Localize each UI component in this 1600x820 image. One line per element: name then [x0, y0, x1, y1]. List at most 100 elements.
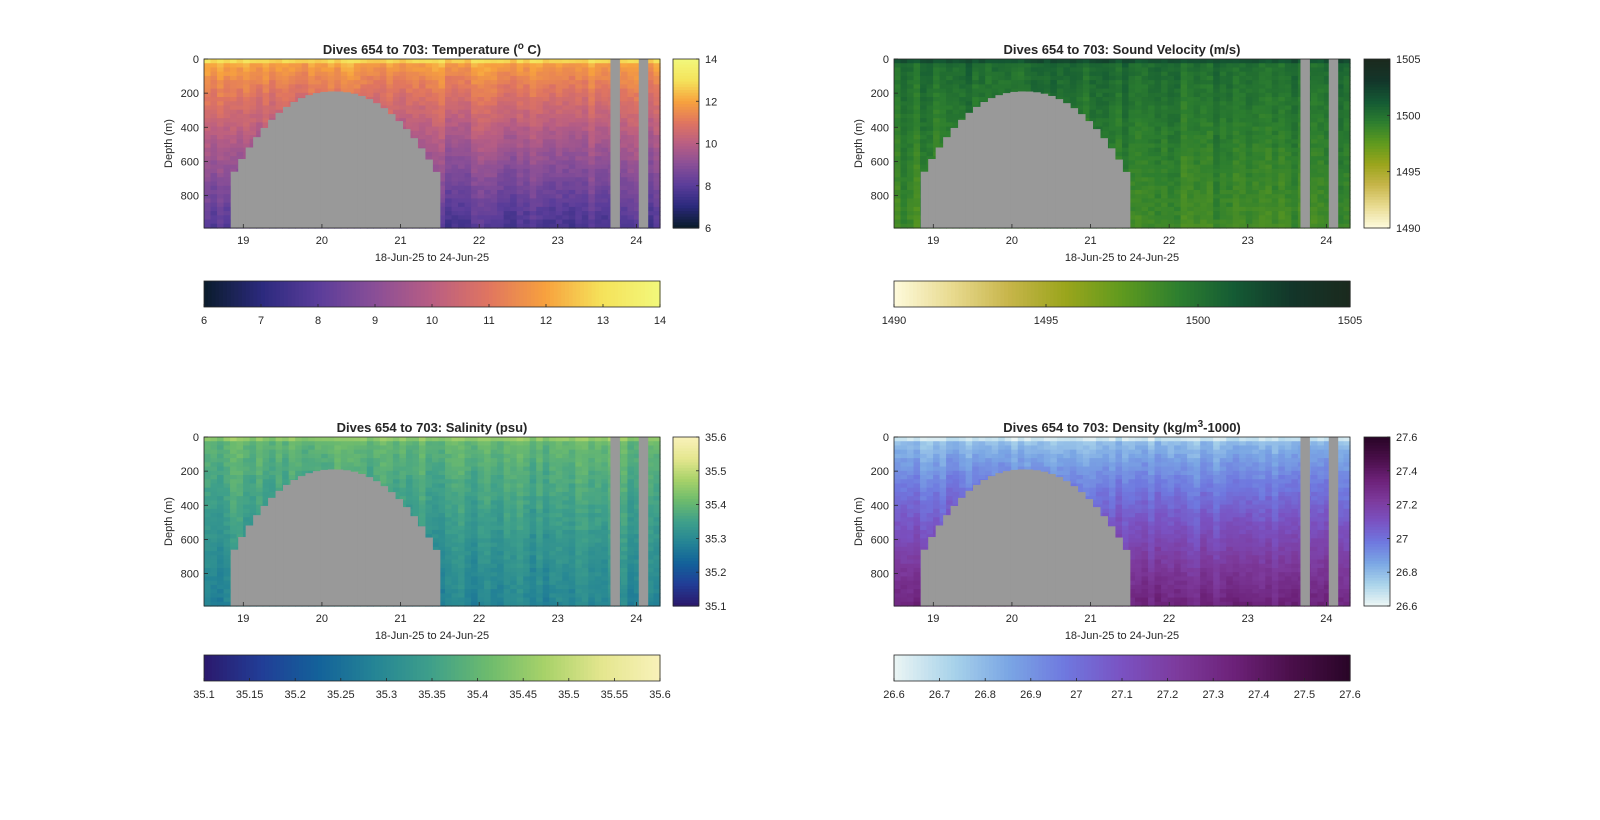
heatmap-cell [517, 89, 524, 94]
heatmap-cell [1076, 59, 1083, 64]
heatmap-cell [1161, 97, 1168, 102]
heatmap-cell [1174, 220, 1181, 225]
heatmap-cell [1200, 59, 1207, 64]
heatmap-cell [1024, 63, 1031, 68]
heatmap-cell [1044, 67, 1051, 72]
heatmap-cell [269, 93, 276, 98]
heatmap-cell [419, 97, 426, 102]
heatmap-cell [347, 67, 354, 72]
heatmap-cell [1181, 186, 1188, 191]
heatmap-cell [1076, 63, 1083, 68]
heatmap-cell [588, 198, 595, 203]
heatmap-cell [224, 165, 231, 170]
heatmap-cell [484, 203, 491, 208]
heatmap-cell [230, 152, 237, 157]
heatmap-cell [289, 63, 296, 68]
heatmap-cell [517, 220, 524, 225]
heatmap-cell [269, 97, 276, 102]
heatmap-cell [445, 122, 452, 127]
heatmap-cell [445, 177, 452, 182]
heatmap-cell [1200, 105, 1207, 110]
heatmap-cell [894, 114, 901, 119]
heatmap-cell [497, 118, 504, 123]
heatmap-cell [627, 105, 634, 110]
heatmap-cell [217, 211, 224, 216]
heatmap-cell [901, 139, 908, 144]
heatmap-cell [946, 80, 953, 85]
heatmap-cell [1200, 165, 1207, 170]
heatmap-cell [575, 63, 582, 68]
heatmap-cell [556, 131, 563, 136]
heatmap-cell [1161, 118, 1168, 123]
heatmap-cell [536, 182, 543, 187]
heatmap-cell [211, 182, 218, 187]
heatmap-cell [1148, 122, 1155, 127]
heatmap-cell [224, 63, 231, 68]
heatmap-cell [556, 72, 563, 77]
heatmap-cell [920, 89, 927, 94]
heatmap-cell [1070, 63, 1077, 68]
heatmap-cell [972, 101, 979, 106]
heatmap-cell [1115, 72, 1122, 77]
heatmap-cell [933, 80, 940, 85]
heatmap-cell [992, 76, 999, 81]
heatmap-cell [1200, 207, 1207, 212]
heatmap-cell [907, 110, 914, 115]
heatmap-cell [575, 207, 582, 212]
heatmap-cell [341, 84, 348, 89]
heatmap-cell [1148, 190, 1155, 195]
heatmap-cell [1155, 144, 1162, 149]
heatmap-cell [907, 198, 914, 203]
colorbar-segment [493, 281, 497, 307]
heatmap-cell [263, 105, 270, 110]
heatmap-cell [1115, 114, 1122, 119]
heatmap-cell [523, 165, 530, 170]
heatmap-cell [621, 97, 628, 102]
heatmap-cell [204, 207, 211, 212]
heatmap-cell [263, 93, 270, 98]
heatmap-cell [1161, 190, 1168, 195]
heatmap-cell [1011, 80, 1018, 85]
colorbar-segment [618, 281, 622, 307]
heatmap-cell [1135, 182, 1142, 187]
heatmap-cell [1181, 148, 1188, 153]
heatmap-cell [1200, 177, 1207, 182]
colorbar-segment [523, 281, 527, 307]
heatmap-cell [328, 59, 335, 64]
heatmap-cell [1142, 182, 1149, 187]
heatmap-cell [979, 67, 986, 72]
heatmap-cell [530, 97, 537, 102]
colorbar-segment [554, 281, 558, 307]
heatmap-cell [1109, 105, 1116, 110]
heatmap-cell [491, 97, 498, 102]
heatmap-cell [432, 84, 439, 89]
heatmap-cell [1135, 135, 1142, 140]
heatmap-cell [575, 139, 582, 144]
heatmap-cell [452, 89, 459, 94]
heatmap-cell [582, 101, 589, 106]
heatmap-cell [556, 207, 563, 212]
heatmap-cell [504, 198, 511, 203]
heatmap-cell [386, 101, 393, 106]
heatmap-cell [1161, 186, 1168, 191]
heatmap-cell [380, 97, 387, 102]
heatmap-cell [627, 190, 634, 195]
heatmap-cell [907, 122, 914, 127]
colorbar-segment [481, 281, 485, 307]
heatmap-cell [627, 173, 634, 178]
heatmap-cell [445, 59, 452, 64]
heatmap-cell [308, 76, 315, 81]
heatmap-cell [237, 135, 244, 140]
heatmap-cell [491, 114, 498, 119]
heatmap-cell [497, 160, 504, 165]
heatmap-cell [504, 148, 511, 153]
heatmap-cell [497, 198, 504, 203]
heatmap-cell [1181, 139, 1188, 144]
heatmap-cell [1187, 211, 1194, 216]
heatmap-cell [653, 177, 660, 182]
heatmap-cell [1194, 207, 1201, 212]
heatmap-cell [1142, 177, 1149, 182]
heatmap-cell [653, 101, 660, 106]
heatmap-cell [1207, 59, 1214, 64]
heatmap-cell [588, 139, 595, 144]
